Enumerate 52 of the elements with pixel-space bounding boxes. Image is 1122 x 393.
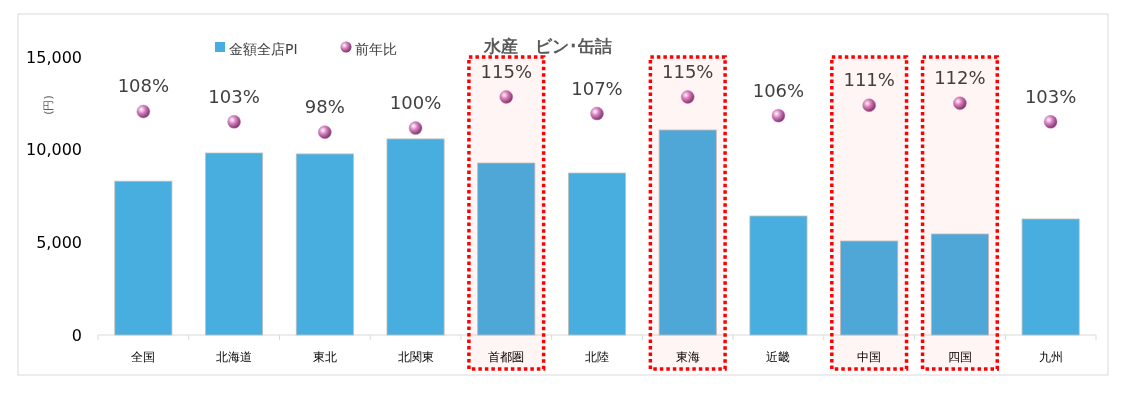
bar <box>840 240 899 336</box>
x-tick-label: 中国 <box>857 350 882 364</box>
bar <box>568 172 626 336</box>
x-tick-label: 九州 <box>1038 350 1063 364</box>
data-label: 115% <box>480 61 533 82</box>
data-label: 103% <box>208 85 260 107</box>
x-tick-label: 北関東 <box>397 350 434 364</box>
bar <box>477 162 536 336</box>
y-axis-title: (円) <box>42 95 55 115</box>
y-tick-label: 0 <box>71 325 82 345</box>
point <box>680 90 695 104</box>
x-tick-label: 北陸 <box>585 350 609 364</box>
bar <box>295 153 354 336</box>
point <box>499 90 514 104</box>
point <box>318 125 332 139</box>
bar <box>658 129 717 336</box>
legend-label: 前年比 <box>355 41 397 57</box>
point <box>408 121 423 135</box>
point <box>862 98 876 113</box>
point <box>590 106 604 121</box>
x-tick-label: 首都圏 <box>488 350 525 364</box>
data-label: 108% <box>117 75 170 97</box>
data-label: 106% <box>752 79 805 101</box>
point <box>227 115 241 129</box>
data-label: 111% <box>843 69 895 91</box>
data-label: 100% <box>389 92 442 114</box>
x-tick-label: 四国 <box>947 350 972 364</box>
point <box>136 104 151 119</box>
point <box>1043 115 1058 129</box>
y-tick-label: 15,000 <box>26 47 82 67</box>
x-tick-label: 北海道 <box>216 350 253 364</box>
bar <box>386 138 445 336</box>
y-tick-label: 10,000 <box>26 140 82 160</box>
data-label: 103% <box>1024 85 1077 107</box>
x-tick-label: 全国 <box>131 350 156 364</box>
legend-label: 金額全店PI <box>229 41 298 57</box>
x-tick-label: 近畿 <box>766 350 791 364</box>
bar <box>205 152 264 336</box>
x-tick-label: 東海 <box>675 350 700 364</box>
bar <box>1021 218 1080 336</box>
point <box>953 96 967 110</box>
point <box>771 108 786 123</box>
data-label: 107% <box>571 77 623 99</box>
bar <box>114 180 173 336</box>
data-label: 115% <box>661 61 714 82</box>
y-tick-label: 5,000 <box>36 232 82 252</box>
data-label: 112% <box>934 67 986 89</box>
bar <box>930 233 989 336</box>
x-tick-label: 東北 <box>312 350 337 364</box>
data-label: 98% <box>304 96 345 118</box>
chart-title: 水産 ビン･缶詰 <box>483 36 612 56</box>
bar <box>749 215 808 336</box>
